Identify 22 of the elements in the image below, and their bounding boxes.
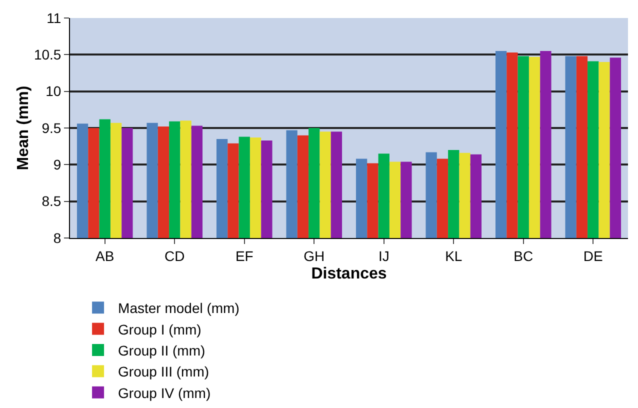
x-tick-label: AB <box>96 248 114 264</box>
legend-label: Master model (mm) <box>118 300 240 316</box>
y-tick-label: 10.5 <box>34 46 62 63</box>
y-tick-label: 8.5 <box>42 193 62 210</box>
x-tick-label: EF <box>235 248 254 264</box>
x-tick-label: GH <box>304 248 325 264</box>
y-tick-label: 8 <box>53 230 62 246</box>
y-tick-label: 9 <box>53 156 62 173</box>
legend-label: Group IV (mm) <box>118 384 211 401</box>
y-tick-label: 11 <box>46 10 62 26</box>
x-tick-label: BC <box>514 248 534 264</box>
y-axis-title: Mean (mm) <box>15 86 32 170</box>
x-tick-label: IJ <box>378 248 390 264</box>
x-tick-label: DE <box>583 248 603 264</box>
x-tick-label: CD <box>164 248 185 264</box>
y-tick-label: 10 <box>46 83 62 100</box>
x-tick-label: KL <box>445 248 462 264</box>
x-axis-title: Distances <box>311 266 387 282</box>
legend-label: Group I (mm) <box>118 321 202 338</box>
legend-label: Group III (mm) <box>118 364 210 380</box>
legend-label: Group II (mm) <box>118 342 206 358</box>
y-tick-label: 9.5 <box>42 120 62 136</box>
